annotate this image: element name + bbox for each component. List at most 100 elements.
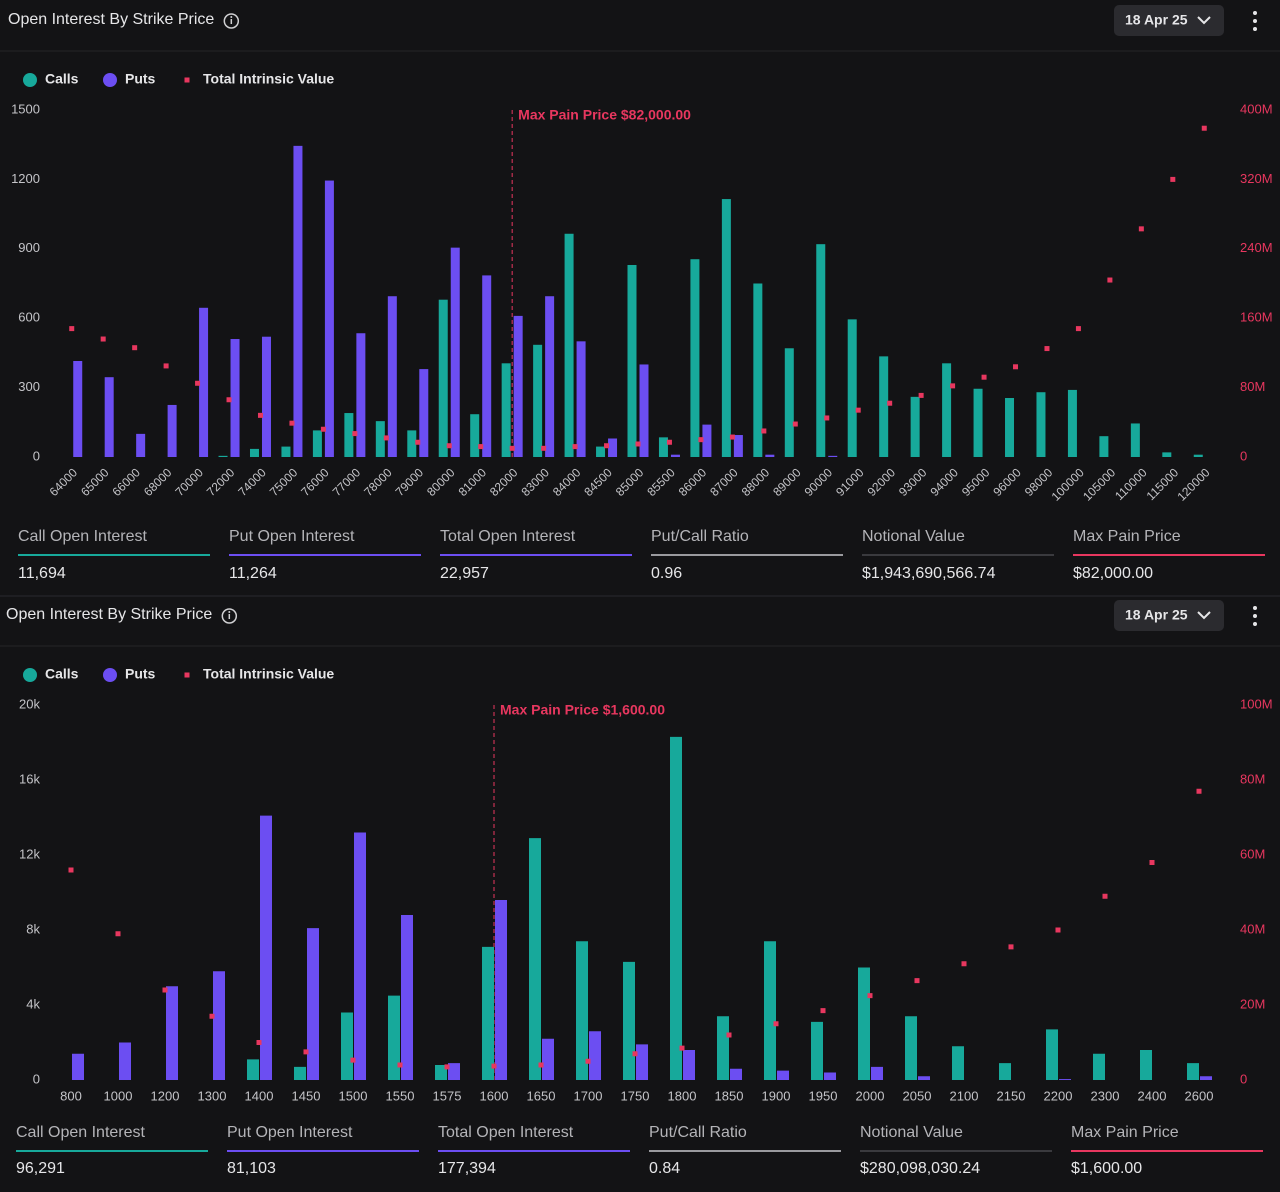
legend-label[interactable]: Puts — [125, 71, 156, 87]
put-bar — [828, 455, 838, 457]
x-tick-label: 1450 — [292, 1088, 321, 1103]
x-tick-label: 2100 — [950, 1088, 979, 1103]
put-bar — [918, 1076, 930, 1080]
x-tick-label: 1300 — [198, 1088, 227, 1103]
menu-dot[interactable] — [1253, 606, 1257, 610]
y-tick-label: 1200 — [11, 171, 40, 186]
menu-dot[interactable] — [1253, 19, 1257, 23]
date-dropdown[interactable] — [1114, 600, 1224, 631]
legend-label[interactable]: Total Intrinsic Value — [203, 71, 334, 87]
call-bar — [375, 421, 385, 457]
put-bar — [213, 971, 225, 1080]
put-bar — [639, 364, 649, 457]
menu-dot[interactable] — [1253, 614, 1257, 618]
intrinsic-value-point — [950, 383, 956, 389]
legend-swatch — [23, 668, 37, 682]
stat-value: $1,600.00 — [1071, 1160, 1142, 1177]
put-bar — [450, 247, 460, 457]
intrinsic-value-point — [666, 439, 672, 445]
call-bar — [294, 1066, 306, 1080]
put-bar — [166, 986, 178, 1080]
call-bar — [1067, 389, 1077, 457]
call-bar — [218, 455, 228, 457]
legend-label[interactable]: Total Intrinsic Value — [203, 666, 334, 682]
call-bar — [341, 1012, 353, 1080]
intrinsic-value-point — [604, 443, 610, 449]
intrinsic-value-point — [1013, 364, 1019, 370]
put-bar — [401, 915, 413, 1080]
put-bar — [608, 438, 618, 457]
legend-label[interactable]: Puts — [125, 666, 156, 682]
call-bar — [438, 299, 448, 457]
x-tick-label: 1575 — [433, 1088, 462, 1103]
put-bar — [670, 454, 680, 457]
y2-tick-label: 60M — [1240, 846, 1265, 861]
intrinsic-value-point — [679, 1045, 685, 1051]
x-tick-label: 2000 — [856, 1088, 885, 1103]
call-bar — [596, 446, 606, 457]
call-bar — [973, 388, 983, 457]
intrinsic-value-point — [68, 867, 74, 873]
y2-tick-label: 0 — [1240, 448, 1247, 463]
intrinsic-value-point — [538, 1062, 544, 1068]
x-tick-label: 800 — [60, 1088, 82, 1103]
date-label: 18 Apr 25 — [1125, 607, 1188, 623]
x-tick-label: 1400 — [245, 1088, 274, 1103]
menu-dot[interactable] — [1253, 622, 1257, 626]
call-bar — [249, 448, 259, 457]
legend-label[interactable]: Calls — [45, 71, 79, 87]
y2-tick-label: 20M — [1240, 996, 1265, 1011]
legend-swatch — [184, 672, 190, 678]
y2-tick-label: 320M — [1240, 171, 1273, 186]
put-bar — [324, 180, 334, 457]
stat-label: Notional Value — [862, 528, 965, 545]
legend-label[interactable]: Calls — [45, 666, 79, 682]
stat-value: $1,943,690,566.74 — [862, 565, 996, 582]
call-bar — [1193, 454, 1203, 457]
put-bar — [73, 360, 83, 457]
x-tick-label: 1750 — [621, 1088, 650, 1103]
intrinsic-value-point — [792, 421, 798, 427]
intrinsic-value-point — [761, 428, 767, 434]
call-bar — [1187, 1063, 1199, 1080]
call-bar — [407, 430, 417, 457]
intrinsic-value-point — [1044, 346, 1050, 352]
put-bar — [777, 1070, 789, 1080]
put-bar — [199, 307, 209, 457]
x-tick-label: 1500 — [339, 1088, 368, 1103]
x-tick-label: 2300 — [1091, 1088, 1120, 1103]
put-bar — [1200, 1076, 1212, 1080]
stat-value: $280,098,030.24 — [860, 1160, 980, 1177]
intrinsic-value-point — [397, 1062, 403, 1068]
menu-dot[interactable] — [1253, 27, 1257, 31]
put-bar — [230, 339, 240, 457]
y-tick-label: 8k — [26, 921, 40, 936]
call-bar — [690, 259, 700, 457]
put-bar — [261, 336, 271, 457]
max-pain-label: Max Pain Price $1,600.00 — [500, 702, 665, 718]
intrinsic-value-point — [444, 1064, 450, 1070]
date-dropdown[interactable] — [1114, 5, 1224, 36]
x-tick-label: 2600 — [1185, 1088, 1214, 1103]
menu-dot[interactable] — [1253, 11, 1257, 15]
stat-value: 0.84 — [649, 1160, 680, 1177]
intrinsic-value-point — [824, 415, 830, 421]
put-bar — [542, 1038, 554, 1080]
put-bar — [545, 296, 555, 457]
info-icon[interactable] — [221, 608, 238, 624]
dropdown-chevron — [1197, 611, 1211, 620]
y2-tick-label: 40M — [1240, 921, 1265, 936]
call-bar — [717, 1016, 729, 1080]
put-bar — [495, 900, 507, 1080]
call-bar — [811, 1021, 823, 1080]
put-bar — [589, 1031, 601, 1080]
intrinsic-value-point — [585, 1058, 591, 1064]
y2-tick-label: 240M — [1240, 240, 1273, 255]
call-bar — [344, 413, 354, 457]
y-tick-label: 4k — [26, 996, 40, 1011]
stat-value: 96,291 — [16, 1160, 65, 1177]
info-icon[interactable] — [223, 13, 240, 29]
stat-label: Put/Call Ratio — [649, 1124, 747, 1141]
intrinsic-value-point — [195, 380, 201, 386]
put-bar — [104, 377, 114, 457]
